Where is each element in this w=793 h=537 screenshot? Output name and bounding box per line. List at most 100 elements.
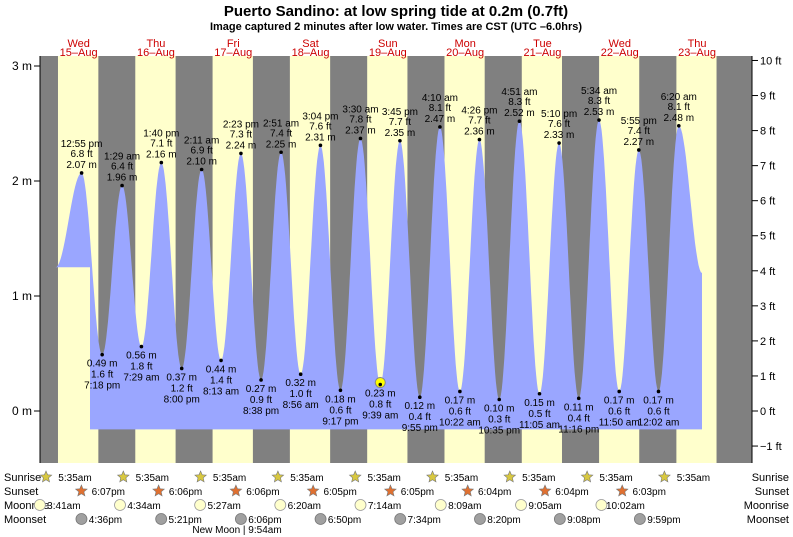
moonset-row-label-right: Moonset [747, 514, 789, 526]
low-tide-metres: 0.56 m [126, 351, 157, 362]
day-date-label: 20–Aug [446, 47, 484, 59]
low-tide-time: 9:55 pm [402, 423, 438, 434]
low-tide-point [458, 389, 462, 394]
moonrise-row-label-right: Moonrise [744, 500, 789, 512]
low-tide-time: 9:39 am [362, 411, 398, 422]
moonset-time: 9:08pm [567, 515, 600, 526]
low-tide-point [617, 389, 622, 394]
high-tide-point [199, 167, 204, 172]
current-time-marker [374, 377, 386, 389]
moon-phase-label: New Moon | 9:54am [192, 525, 281, 536]
high-tide-time: 5:55 pm [621, 116, 657, 127]
low-tide-point [179, 366, 184, 371]
right-tick-label: 2 ft [760, 336, 775, 348]
high-tide-time: 4:51 am [501, 87, 537, 98]
right-tick-label: 1 ft [760, 371, 775, 383]
low-tide-point [139, 344, 144, 349]
high-tide-feet: 7.1 ft [150, 139, 172, 150]
sunrise-time: 5:35am [368, 473, 401, 484]
sunset-star-icon [461, 484, 475, 497]
low-tide-metres: 0.17 m [604, 395, 635, 406]
low-tide-point [378, 382, 383, 387]
day-of-week-label: Thu [688, 38, 707, 50]
day-of-week-label: Wed [67, 38, 89, 50]
moonset-time: 6:06pm [248, 515, 281, 526]
chart-title: Puerto Sandino: at low spring tide at 0.… [224, 3, 568, 20]
moonset-icon [634, 513, 646, 525]
sunrise-star-icon [271, 470, 285, 483]
low-tide-feet: 0.6 ft [608, 406, 630, 417]
day-of-week-label: Thu [146, 38, 165, 50]
low-tide-feet: 0.6 ft [449, 406, 471, 417]
sunrise-time: 5:35am [290, 473, 323, 484]
moonrise-icon [434, 499, 447, 511]
sunrise-star-icon [503, 470, 517, 483]
high-tide-metres: 2.36 m [464, 127, 495, 138]
moonrise-icon [274, 499, 287, 511]
low-tide-point [100, 352, 104, 357]
day-of-week-label: Sat [302, 38, 319, 50]
low-tide-time: 12:02 am [638, 417, 680, 428]
sunset-time: 6:05pm [323, 487, 356, 498]
high-tide-feet: 8.3 ft [508, 97, 530, 108]
low-tide-feet: 1.0 ft [290, 389, 312, 400]
moonrise-time: 8:09am [448, 501, 481, 512]
axes: 3 m 2 m 1 m 0 m 10 ft 9 ft 8 ft 7 ft 6 ft 5 ft 4 f… [12, 55, 782, 463]
sunrise-time: 5:35am [136, 473, 169, 484]
moonset-time: 4:36pm [89, 515, 122, 526]
low-tide-metres: 0.27 m [246, 384, 277, 395]
low-tide-time: 8:38 pm [243, 406, 279, 417]
high-tide-point [676, 124, 681, 128]
moonrise-time: 10:02am [606, 501, 645, 512]
high-tide-metres: 2.07 m [66, 160, 97, 171]
low-tide-metres: 0.10 m [484, 404, 515, 415]
low-tide-feet: 1.4 ft [210, 375, 232, 386]
day-date-label: 15–Aug [60, 47, 98, 59]
low-tide-feet: 0.3 ft [488, 415, 510, 426]
high-tide-metres: 2.52 m [504, 108, 535, 119]
moonrise-icon [595, 499, 608, 511]
moonset-row-label-left: Moonset [4, 514, 46, 526]
high-tide-point [358, 136, 363, 141]
low-tide-feet: 0.4 ft [568, 413, 590, 424]
moonset-icon [394, 513, 407, 525]
high-tide-point [557, 141, 561, 145]
high-tide-time: 3:30 am [342, 104, 378, 115]
low-tide-time: 11:50 am [599, 417, 640, 428]
high-tide-time: 6:20 am [661, 92, 697, 103]
high-tide-time: 3:45 pm [382, 107, 418, 118]
moonset-icon [155, 513, 168, 525]
day-of-week-label: Tue [533, 38, 552, 50]
moonrise-time: 3:41am [47, 501, 80, 512]
low-tide-point [656, 389, 661, 394]
high-tide-time: 2:51 am [263, 118, 299, 129]
low-tide-metres: 0.32 m [285, 378, 316, 389]
high-tide-point [637, 148, 641, 152]
high-tide-feet: 6.4 ft [111, 162, 133, 173]
right-tick-label: 5 ft [760, 231, 775, 243]
sunset-time: 6:07pm [92, 487, 125, 498]
high-tide-feet: 7.3 ft [230, 129, 252, 140]
sunrise-time: 5:35am [58, 473, 91, 484]
sunset-row-label-right: Sunset [755, 486, 789, 498]
sunset-star-icon [615, 484, 629, 497]
low-tide-feet: 0.8 ft [369, 400, 391, 411]
high-tide-feet: 7.8 ft [349, 114, 371, 125]
low-tide-time: 11:05 am [519, 420, 560, 431]
low-tide-metres: 0.17 m [445, 395, 476, 406]
high-tide-time: 1:29 am [104, 152, 140, 163]
day-date-label: 21–Aug [523, 47, 561, 59]
day-of-week-label: Sun [378, 38, 398, 50]
low-tide-time: 10:35 pm [478, 426, 520, 437]
day-of-week-label: Wed [609, 38, 631, 50]
low-tide-metres: 0.44 m [206, 364, 237, 375]
low-tide-feet: 1.2 ft [171, 383, 193, 394]
sunrise-time: 5:35am [599, 473, 632, 484]
sunset-time: 6:05pm [401, 487, 434, 498]
high-tide-feet: 7.4 ft [270, 128, 292, 139]
high-tide-feet: 8.3 ft [588, 96, 610, 107]
day-date-label: 22–Aug [601, 47, 639, 59]
high-tide-time: 3:04 pm [302, 111, 338, 122]
sunrise-time: 5:35am [677, 473, 710, 484]
moonrise-time: 4:34am [127, 501, 160, 512]
